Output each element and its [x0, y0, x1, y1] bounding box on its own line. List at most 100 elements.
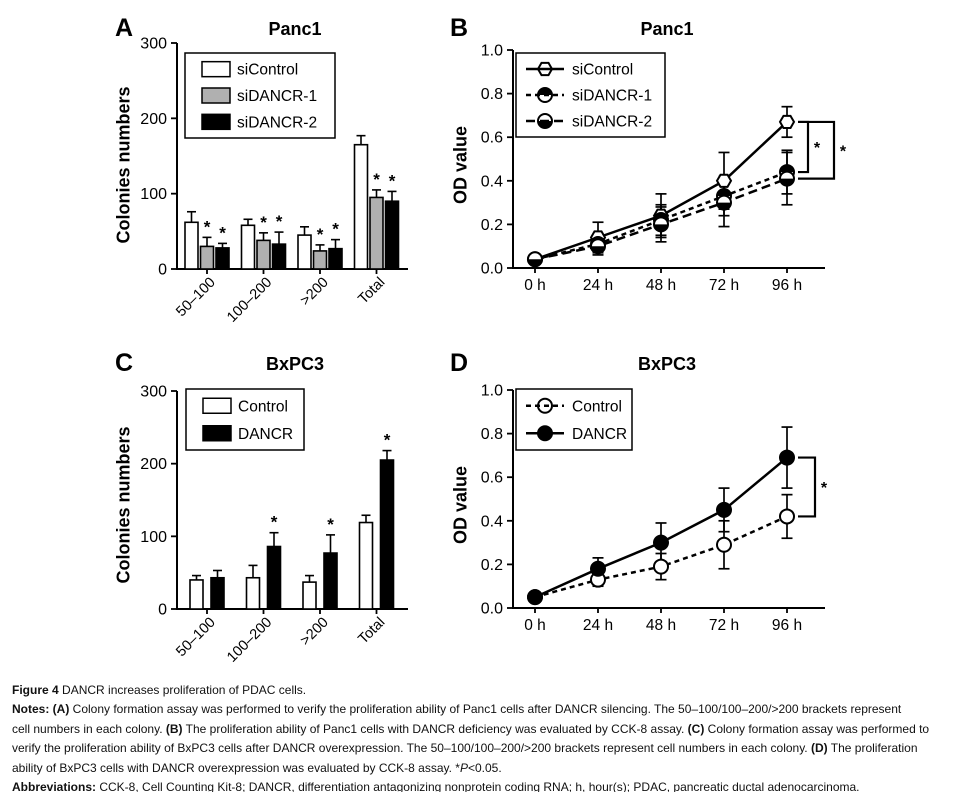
y-tick-label: 300 — [140, 36, 167, 53]
x-category-label: Total — [355, 615, 388, 648]
significance-bracket — [798, 120, 810, 174]
significance-asterisk: * — [814, 140, 821, 157]
y-tick-label: 0.2 — [481, 217, 503, 234]
bar-siDANCR-2 — [215, 247, 230, 270]
data-point-siDANCR-2 — [591, 246, 605, 254]
legend-swatch — [202, 397, 232, 414]
y-tick-label: 0.6 — [481, 470, 503, 487]
y-tick-label: 0.6 — [481, 130, 503, 147]
data-point-DANCR — [527, 589, 543, 606]
data-point-DANCR — [716, 501, 732, 518]
colony-bar-chart-panc1: 0 100 200 300 50–100 100–200 >200 Total * * * * * * * *… — [140, 36, 408, 326]
y-tick-label: 300 — [140, 384, 167, 401]
significance-asterisk: * — [276, 212, 283, 231]
legend-label: siControl — [572, 62, 633, 79]
legend-swatch — [201, 87, 231, 104]
legend-label: siDANCR-1 — [572, 88, 652, 105]
legend-box — [515, 388, 633, 451]
significance-bracket — [798, 456, 817, 518]
x-tick-label: 24 h — [583, 277, 613, 294]
data-point-siDANCR-2 — [780, 178, 794, 186]
x-tick-label: 24 h — [583, 617, 613, 634]
colony-bar-chart-bxpc3: 0 100 200 300 50–100 100–200 >200 Total * * * Contr… — [140, 384, 408, 666]
data-point-Control — [716, 536, 732, 553]
caption-line: Notes: (A) Colony formation assay was pe… — [12, 702, 902, 717]
y-tick-label: 0.0 — [481, 601, 503, 618]
bar-siControl — [353, 143, 369, 270]
y-tick-label: 0 — [158, 602, 167, 619]
panel-title-b: Panc1 — [640, 19, 694, 39]
data-point-siDANCR-2 — [654, 224, 668, 232]
x-tick-label: 72 h — [709, 617, 739, 634]
significance-asterisk: * — [332, 220, 339, 239]
caption-line: verify the proliferation ability of BxPC… — [12, 741, 918, 756]
y-tick-label: 0 — [158, 262, 167, 279]
significance-asterisk: * — [219, 223, 226, 242]
significance-asterisk: * — [204, 217, 211, 236]
legend-label: siDANCR-2 — [572, 114, 652, 131]
data-point-siDANCR-2 — [528, 259, 542, 267]
panel-title-a: Panc1 — [268, 19, 322, 39]
x-tick-label: 72 h — [709, 277, 739, 294]
y-tick-label: 1.0 — [481, 43, 503, 60]
data-point-DANCR — [590, 560, 606, 577]
cck8-line-chart-panc1: 0.0 0.2 0.4 0.6 0.8 1.0 0 h 24 h 48 h 72 h 96 h * * s… — [481, 43, 847, 295]
panel-label-a: A — [115, 14, 134, 42]
y-tick-label: 200 — [140, 111, 167, 128]
y-tick-label: 100 — [140, 529, 167, 546]
x-category-label: 50–100 — [173, 615, 219, 661]
bar-siDANCR-1 — [199, 245, 215, 270]
panel-label-c: C — [115, 349, 134, 377]
x-tick-label: 48 h — [646, 277, 676, 294]
legend-label: Control — [572, 398, 622, 415]
significance-asterisk: * — [373, 170, 380, 189]
figure-caption: Figure 4 DANCR increases proliferation o… — [12, 681, 948, 792]
legend-swatch — [202, 425, 232, 442]
data-point-Control — [653, 558, 669, 575]
y-tick-label: 100 — [140, 186, 167, 203]
data-point-siDANCR-1 — [780, 165, 794, 173]
legend-label: DANCR — [238, 426, 293, 443]
significance-asterisk: * — [317, 225, 324, 244]
y-tick-label: 1.0 — [481, 383, 503, 400]
legend-swatch — [201, 60, 231, 78]
significance-asterisk: * — [821, 480, 828, 497]
legend-marker-circle-half-bottom — [538, 121, 552, 128]
data-point-siDANCR-1 — [717, 189, 731, 197]
y-tick-label: 0.8 — [481, 426, 503, 443]
legend-label: siDANCR-2 — [237, 114, 317, 131]
y-tick-label: 0.2 — [481, 557, 503, 574]
legend-swatch — [201, 113, 231, 131]
x-tick-label: 48 h — [646, 617, 676, 634]
y-tick-label: 0.4 — [481, 173, 503, 190]
significance-asterisk: * — [271, 513, 278, 532]
legend-label: siControl — [237, 62, 298, 79]
bar-DANCR — [379, 459, 395, 610]
data-point-siDANCR-2 — [717, 202, 731, 210]
data-point-siControl — [715, 173, 733, 188]
bar-DANCR — [210, 576, 225, 610]
panel-title-d: BxPC3 — [637, 354, 697, 374]
bar-Control — [302, 581, 317, 610]
legend-label: Control — [238, 398, 288, 415]
significance-bracket — [798, 120, 836, 180]
data-point-DANCR — [779, 449, 795, 466]
bar-siDANCR-2 — [384, 200, 400, 270]
data-point-siControl — [778, 114, 796, 129]
panel-label-b: B — [450, 14, 469, 42]
x-category-label: >200 — [297, 275, 331, 309]
y-tick-label: 0.4 — [481, 513, 503, 530]
panel-title-c: BxPC3 — [265, 354, 325, 374]
caption-line: ability of BxPC3 cells with DANCR overex… — [12, 760, 502, 775]
significance-asterisk: * — [260, 213, 267, 232]
bar-DANCR — [323, 552, 338, 610]
y-tick-label: 200 — [140, 456, 167, 473]
x-tick-label: 96 h — [772, 277, 802, 294]
caption-line: Abbreviations: CCK-8, Cell Counting Kit-… — [12, 780, 860, 792]
x-tick-label: 96 h — [772, 617, 802, 634]
bar-siDANCR-1 — [312, 250, 328, 270]
significance-asterisk: * — [327, 515, 334, 534]
bar-siDANCR-1 — [256, 239, 271, 270]
data-point-Control — [779, 508, 795, 525]
